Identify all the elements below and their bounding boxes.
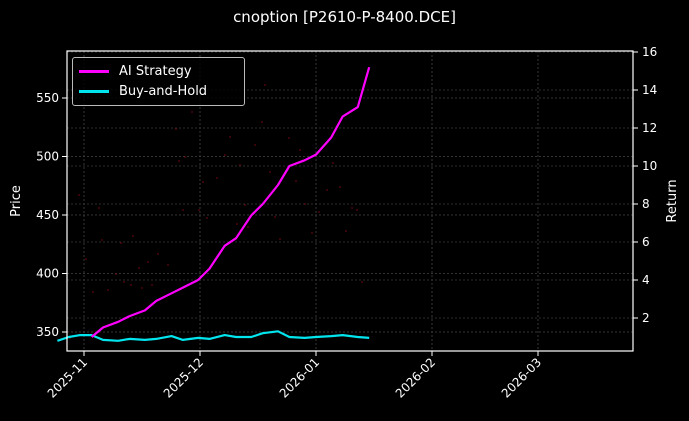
legend-label: AI Strategy xyxy=(119,63,192,79)
legend-item-buy-and-hold: Buy-and-Hold xyxy=(79,83,207,99)
svg-text:500: 500 xyxy=(36,150,59,164)
svg-text:14: 14 xyxy=(642,83,657,97)
svg-text:400: 400 xyxy=(36,267,59,281)
legend-item-ai-strategy: AI Strategy xyxy=(79,63,192,79)
legend-swatch-cyan xyxy=(79,89,109,93)
svg-text:12: 12 xyxy=(642,121,657,135)
y-axis-right-label: Return xyxy=(665,179,680,222)
svg-text:8: 8 xyxy=(642,197,650,211)
svg-text:6: 6 xyxy=(642,235,650,249)
svg-text:350: 350 xyxy=(36,325,59,339)
svg-text:10: 10 xyxy=(642,159,657,173)
svg-text:2026-03: 2026-03 xyxy=(499,355,544,400)
grid-lines xyxy=(67,51,633,351)
svg-text:4: 4 xyxy=(642,273,650,287)
svg-text:16: 16 xyxy=(642,45,657,59)
svg-text:2025-12: 2025-12 xyxy=(161,355,206,400)
svg-text:450: 450 xyxy=(36,208,59,222)
series-lines xyxy=(57,66,371,342)
price-scatter xyxy=(69,84,363,339)
y-axis-left-label: Price xyxy=(9,185,24,217)
svg-text:550: 550 xyxy=(36,91,59,105)
svg-text:2026-01: 2026-01 xyxy=(277,355,322,400)
legend: AI Strategy Buy-and-Hold xyxy=(72,57,245,106)
svg-text:2026-02: 2026-02 xyxy=(393,355,438,400)
legend-label: Buy-and-Hold xyxy=(119,83,208,99)
chart-title: cnoption [P2610-P-8400.DCE] xyxy=(233,8,456,26)
svg-text:2: 2 xyxy=(642,311,650,325)
legend-swatch-magenta xyxy=(79,69,109,73)
plot-frame xyxy=(66,50,634,352)
svg-text:2025-11: 2025-11 xyxy=(45,355,90,400)
